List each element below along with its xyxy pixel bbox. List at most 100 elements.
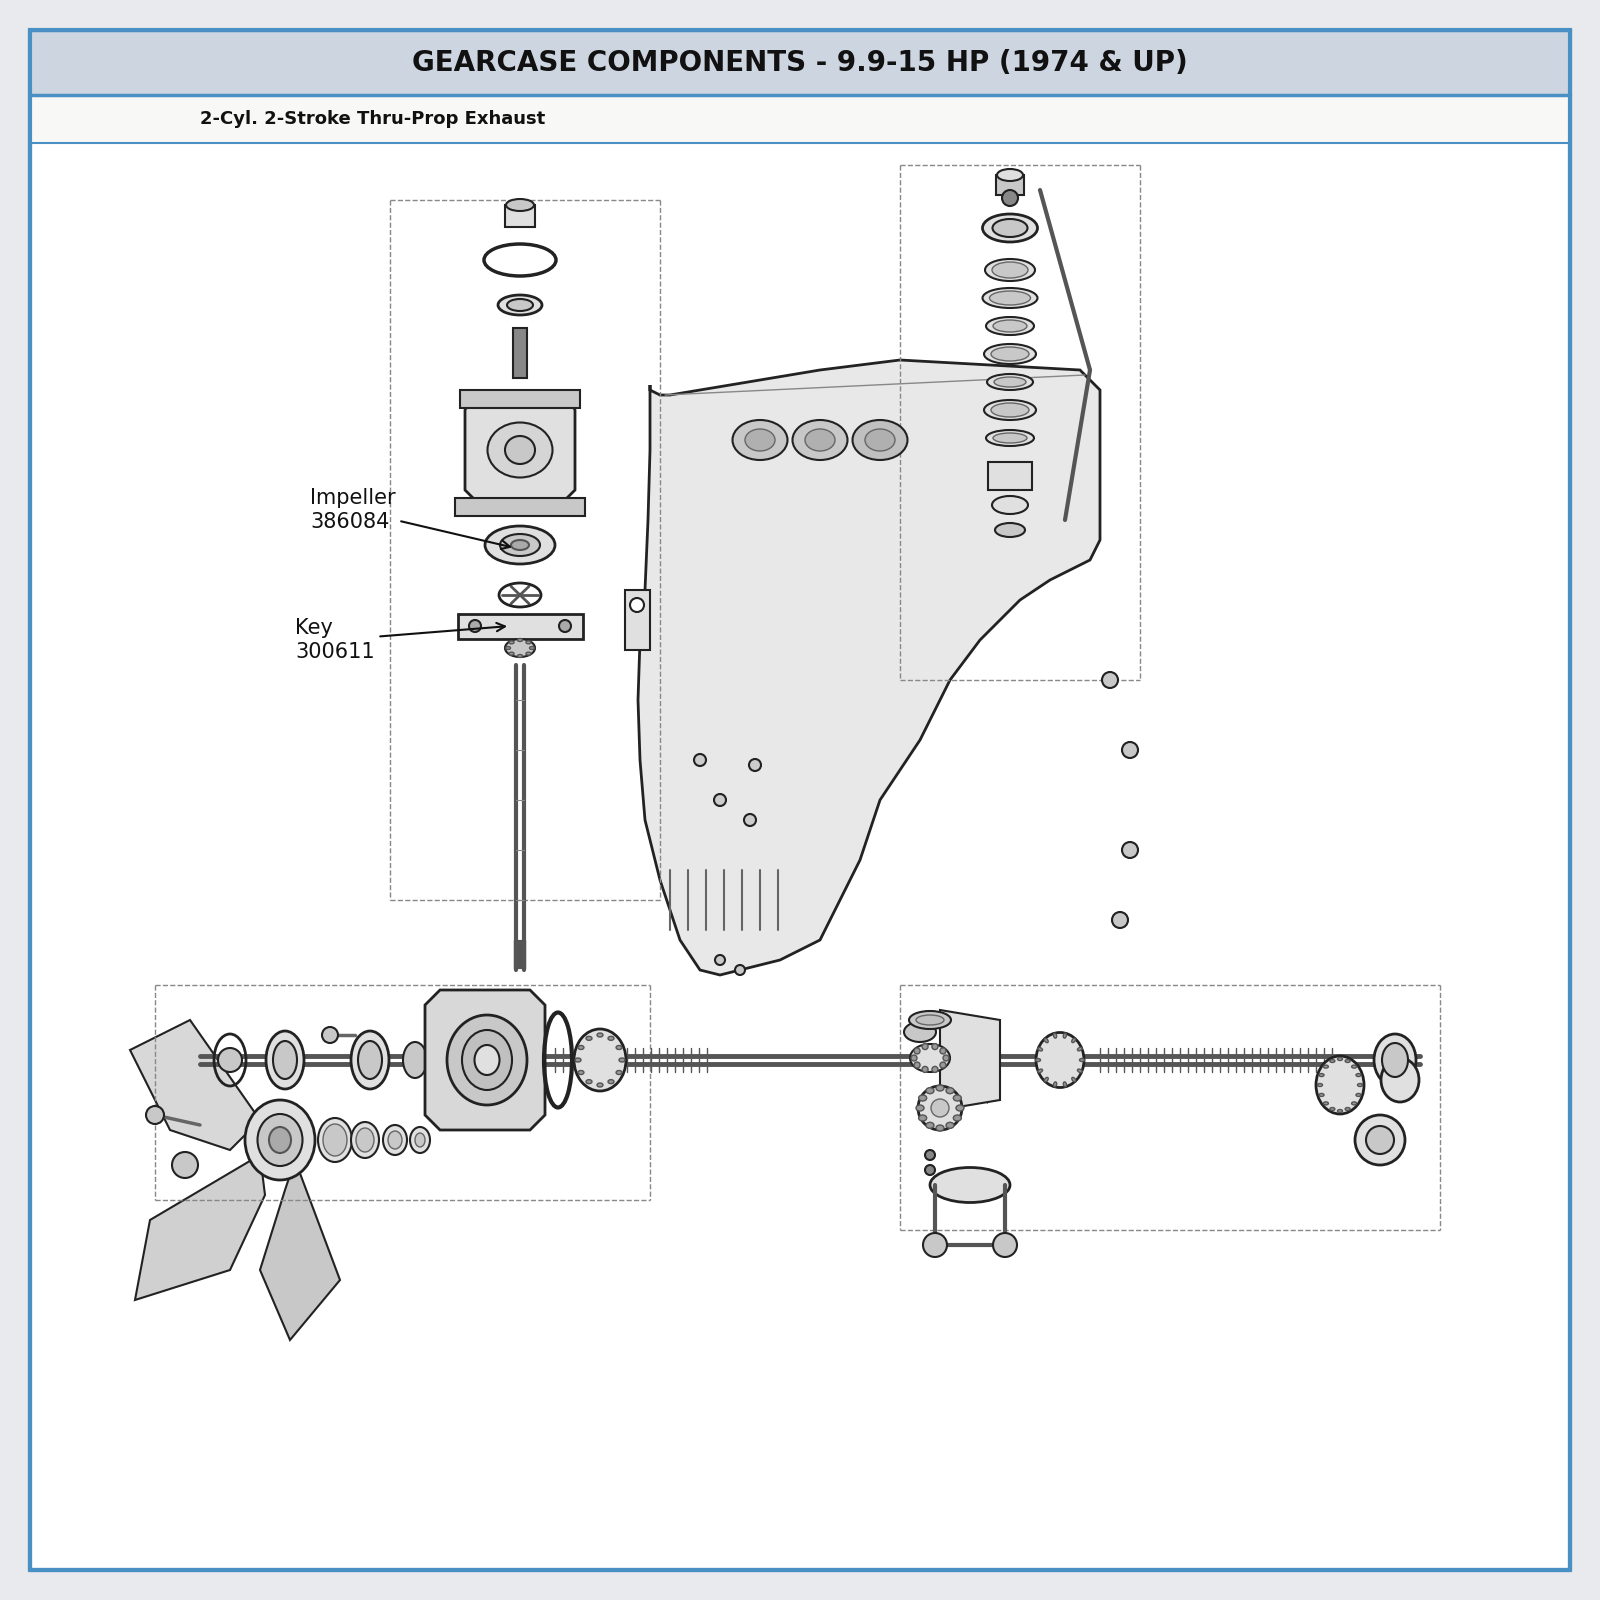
Bar xyxy=(30,30,1570,94)
Ellipse shape xyxy=(986,317,1034,334)
Polygon shape xyxy=(134,1155,266,1299)
Text: Key
300611: Key 300611 xyxy=(294,618,506,662)
Ellipse shape xyxy=(245,1101,315,1181)
Ellipse shape xyxy=(1318,1074,1325,1077)
Ellipse shape xyxy=(994,378,1026,387)
Circle shape xyxy=(469,619,482,632)
Circle shape xyxy=(914,1062,920,1069)
Ellipse shape xyxy=(909,1011,950,1029)
Ellipse shape xyxy=(1355,1074,1362,1077)
Ellipse shape xyxy=(318,1118,352,1162)
Ellipse shape xyxy=(954,1115,962,1122)
Ellipse shape xyxy=(994,320,1027,333)
Ellipse shape xyxy=(488,422,552,477)
Ellipse shape xyxy=(1352,1066,1357,1069)
Ellipse shape xyxy=(990,403,1029,418)
Ellipse shape xyxy=(931,1099,949,1117)
Circle shape xyxy=(714,794,726,806)
Ellipse shape xyxy=(1045,1077,1048,1082)
Ellipse shape xyxy=(274,1042,298,1078)
Circle shape xyxy=(931,1067,938,1072)
Ellipse shape xyxy=(387,1131,402,1149)
Bar xyxy=(995,174,1024,195)
Ellipse shape xyxy=(990,347,1029,362)
Ellipse shape xyxy=(992,219,1027,237)
Text: Impeller
386084: Impeller 386084 xyxy=(310,488,510,549)
Ellipse shape xyxy=(792,419,848,461)
Circle shape xyxy=(939,1048,946,1054)
Ellipse shape xyxy=(904,1022,936,1042)
Circle shape xyxy=(744,814,757,826)
Bar xyxy=(626,590,650,650)
Ellipse shape xyxy=(506,435,534,464)
Circle shape xyxy=(218,1048,242,1072)
Ellipse shape xyxy=(1072,1038,1075,1043)
Ellipse shape xyxy=(1346,1107,1350,1110)
Ellipse shape xyxy=(989,291,1030,306)
Ellipse shape xyxy=(586,1037,592,1040)
Ellipse shape xyxy=(1053,1034,1056,1038)
Ellipse shape xyxy=(462,1030,512,1090)
Ellipse shape xyxy=(574,1029,626,1091)
Circle shape xyxy=(939,1062,946,1069)
Ellipse shape xyxy=(1330,1059,1334,1062)
Ellipse shape xyxy=(350,1030,389,1090)
Circle shape xyxy=(931,1043,938,1050)
Ellipse shape xyxy=(475,1045,499,1075)
Polygon shape xyxy=(466,400,574,499)
Circle shape xyxy=(1112,912,1128,928)
Ellipse shape xyxy=(1077,1069,1082,1072)
Ellipse shape xyxy=(323,1123,347,1155)
Bar xyxy=(461,390,579,408)
Ellipse shape xyxy=(1330,1107,1334,1110)
Bar xyxy=(454,498,586,515)
Polygon shape xyxy=(638,360,1101,974)
Ellipse shape xyxy=(1357,1083,1363,1086)
Ellipse shape xyxy=(1064,1082,1067,1086)
Ellipse shape xyxy=(936,1125,944,1131)
Ellipse shape xyxy=(805,429,835,451)
Ellipse shape xyxy=(995,523,1026,538)
Ellipse shape xyxy=(1382,1043,1408,1077)
Circle shape xyxy=(925,1150,934,1160)
Text: 2-Cyl. 2-Stroke Thru-Prop Exhaust: 2-Cyl. 2-Stroke Thru-Prop Exhaust xyxy=(200,110,546,128)
Ellipse shape xyxy=(1038,1048,1043,1051)
Ellipse shape xyxy=(946,1088,954,1094)
Ellipse shape xyxy=(915,1014,944,1026)
Ellipse shape xyxy=(608,1037,614,1040)
Ellipse shape xyxy=(982,288,1037,307)
Ellipse shape xyxy=(915,1106,925,1110)
Circle shape xyxy=(942,1054,949,1061)
Ellipse shape xyxy=(1315,1056,1363,1114)
Polygon shape xyxy=(941,1010,1000,1110)
Ellipse shape xyxy=(485,526,555,565)
Bar xyxy=(506,205,534,227)
Ellipse shape xyxy=(574,1058,581,1062)
Circle shape xyxy=(630,598,643,611)
Ellipse shape xyxy=(382,1125,406,1155)
Ellipse shape xyxy=(597,1083,603,1086)
Ellipse shape xyxy=(918,1115,926,1122)
Ellipse shape xyxy=(918,1094,926,1101)
Ellipse shape xyxy=(517,654,523,658)
Circle shape xyxy=(1102,672,1118,688)
Ellipse shape xyxy=(1317,1083,1323,1086)
Ellipse shape xyxy=(269,1126,291,1154)
Ellipse shape xyxy=(1080,1059,1085,1061)
Ellipse shape xyxy=(506,198,534,211)
Ellipse shape xyxy=(1338,1058,1342,1061)
Circle shape xyxy=(922,1067,928,1072)
Ellipse shape xyxy=(992,262,1027,278)
Ellipse shape xyxy=(410,1126,430,1154)
Ellipse shape xyxy=(1346,1059,1350,1062)
Ellipse shape xyxy=(1374,1034,1416,1086)
Bar xyxy=(989,462,1032,490)
Bar xyxy=(514,328,526,378)
Ellipse shape xyxy=(997,170,1022,181)
Ellipse shape xyxy=(1053,1082,1056,1086)
Ellipse shape xyxy=(506,638,534,658)
Ellipse shape xyxy=(918,1086,962,1130)
Ellipse shape xyxy=(517,638,523,642)
Ellipse shape xyxy=(982,214,1037,242)
Ellipse shape xyxy=(1045,1038,1048,1043)
